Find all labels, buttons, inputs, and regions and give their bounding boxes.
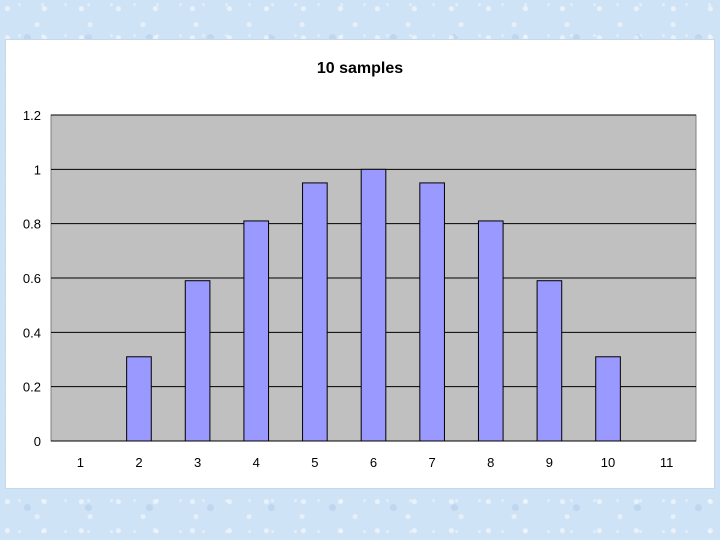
bar-6 (360, 168, 387, 442)
chart-title: 10 samples (317, 60, 403, 77)
bar-2 (126, 356, 152, 442)
x-tick-label: 2 (135, 455, 142, 470)
x-tick-label: 11 (660, 455, 674, 470)
x-tick-label: 8 (487, 455, 494, 470)
x-tick-label: 10 (601, 455, 615, 470)
x-tick-label: 7 (429, 455, 436, 470)
x-tick-label: 9 (546, 455, 553, 470)
y-axis-tick-labels: 0 0.2 0.4 0.6 0.8 1 1.2 (23, 108, 41, 449)
x-axis-tick-labels: 1 2 3 4 5 6 7 8 9 10 11 (77, 455, 674, 470)
x-tick-label: 1 (77, 455, 84, 470)
y-tick-label: 0.4 (23, 325, 41, 340)
x-tick-label: 5 (311, 455, 318, 470)
bar-chart: 10 samples 0 0.2 0.4 0.6 0.8 1 1.2 1 2 3 4 5 6 7 8 9 10… (23, 60, 697, 470)
y-tick-label: 0.8 (23, 217, 41, 232)
bars (126, 168, 621, 442)
y-tick-label: 0 (34, 434, 41, 449)
chart-panel: 10 samples 0 0.2 0.4 0.6 0.8 1 1.2 1 2 3 4 5 6 7 8 9 10… (6, 40, 714, 488)
x-tick-label: 6 (370, 455, 377, 470)
bar-5 (302, 182, 328, 442)
bar-3 (184, 280, 211, 442)
y-tick-label: 1 (34, 162, 41, 177)
bar-8 (477, 220, 504, 442)
x-tick-label: 3 (194, 455, 201, 470)
bar-7 (419, 182, 445, 442)
y-tick-label: 0.2 (23, 380, 41, 395)
bar-10 (595, 356, 621, 442)
y-tick-label: 0.6 (23, 271, 41, 286)
bar-9 (536, 280, 563, 442)
y-tick-label: 1.2 (23, 108, 41, 123)
x-tick-label: 4 (253, 455, 260, 470)
bar-4 (243, 220, 270, 442)
